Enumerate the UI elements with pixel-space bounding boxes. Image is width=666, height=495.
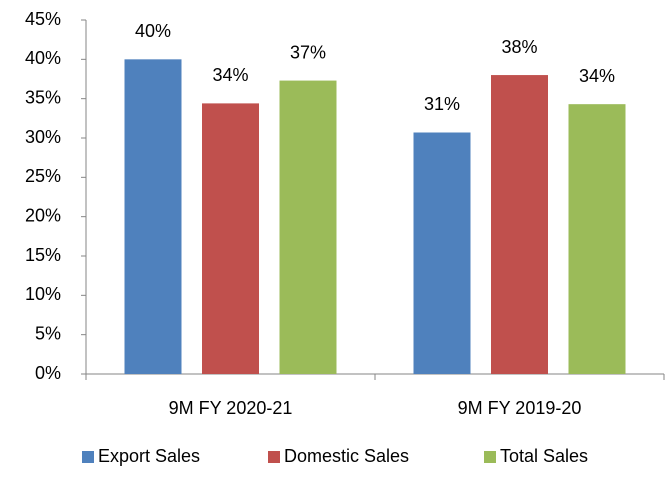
legend-label: Export Sales bbox=[98, 446, 200, 466]
value-label: 40% bbox=[135, 21, 171, 41]
legend-swatch bbox=[268, 451, 280, 463]
y-tick-label: 25% bbox=[25, 166, 61, 186]
y-tick-label: 30% bbox=[25, 127, 61, 147]
value-label: 31% bbox=[424, 94, 460, 114]
value-label: 37% bbox=[290, 42, 326, 62]
bar bbox=[491, 75, 548, 375]
bar bbox=[568, 104, 626, 374]
x-tick-label: 9M FY 2020-21 bbox=[169, 398, 293, 418]
y-tick-label: 0% bbox=[35, 363, 61, 383]
legend-swatch bbox=[82, 451, 94, 463]
value-label: 34% bbox=[579, 66, 615, 86]
y-tick-label: 15% bbox=[25, 245, 61, 265]
bar bbox=[413, 132, 471, 374]
x-tick-label: 9M FY 2019-20 bbox=[458, 398, 582, 418]
bar bbox=[124, 59, 182, 374]
legend-label: Total Sales bbox=[500, 446, 588, 466]
y-tick-label: 10% bbox=[25, 284, 61, 304]
value-label: 38% bbox=[501, 37, 537, 57]
y-tick-label: 5% bbox=[35, 323, 61, 343]
y-tick-label: 35% bbox=[25, 87, 61, 107]
value-label: 34% bbox=[212, 65, 248, 85]
bar bbox=[202, 103, 259, 375]
bar bbox=[279, 80, 337, 374]
y-tick-label: 20% bbox=[25, 205, 61, 225]
y-tick-label: 45% bbox=[25, 9, 61, 29]
legend-swatch bbox=[484, 451, 496, 463]
y-tick-label: 40% bbox=[25, 48, 61, 68]
legend-label: Domestic Sales bbox=[284, 446, 409, 466]
